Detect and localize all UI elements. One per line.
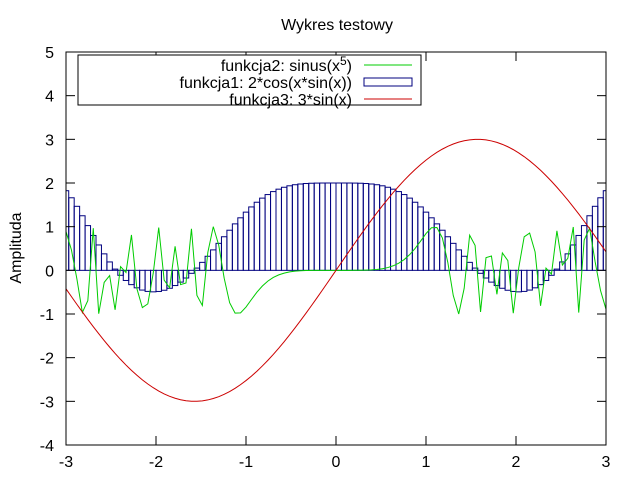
- series-2-box: [428, 217, 435, 271]
- series-2-box: [106, 261, 113, 271]
- series-2-box: [553, 268, 561, 271]
- legend-label-1: funkcja2: sinus(x5): [221, 54, 352, 75]
- series-2-box: [237, 217, 244, 271]
- series-2-box: [111, 268, 119, 271]
- y-tick-label: -1: [40, 307, 54, 324]
- series-2-box: [248, 206, 255, 271]
- series-2-box: [324, 182, 332, 271]
- y-tick-label: -3: [40, 394, 54, 411]
- series-2-box: [499, 269, 506, 289]
- y-tick-label: 0: [45, 263, 54, 280]
- series-2-box: [280, 186, 288, 271]
- series-2-box: [264, 194, 272, 271]
- series-2-box: [84, 225, 92, 271]
- series-2-box: [471, 267, 479, 271]
- series-3-line: [66, 138, 606, 402]
- series-2-box: [139, 269, 146, 291]
- series-2-box: [259, 197, 266, 271]
- series-2-box: [466, 261, 473, 271]
- legend-label-3: funkcja3: 3*sin(x): [229, 92, 352, 109]
- series-2-box: [286, 185, 293, 271]
- series-2-box: [117, 269, 124, 276]
- series-2-box: [73, 205, 81, 271]
- x-tick-label: 1: [422, 454, 431, 471]
- y-tick-label: 2: [45, 176, 54, 193]
- legend-swatch-2: [363, 77, 413, 87]
- series-2-box: [95, 244, 102, 271]
- series-2-box: [330, 182, 337, 271]
- series-2-box: [422, 211, 430, 271]
- series-2-box: [100, 253, 108, 271]
- series-2-boxes: [66, 182, 606, 293]
- series-2-box: [275, 188, 282, 271]
- series-2-box: [346, 182, 353, 271]
- y-tick-label: 3: [45, 132, 54, 149]
- series-2-box: [597, 197, 604, 271]
- series-2-box: [351, 182, 359, 271]
- axis-ticks: -3 -2 -1 0 1 2 3 -4 -3 -2 -1 0 1 2 3 4 5: [40, 45, 611, 471]
- y-tick-label: -2: [40, 351, 54, 368]
- series-2-box: [357, 182, 364, 271]
- series-2-box: [586, 215, 593, 271]
- series-2-box: [477, 269, 484, 274]
- series-2-box: [188, 269, 195, 274]
- series-2-box: [253, 201, 261, 271]
- series-2-box: [182, 269, 190, 279]
- series-2-box: [395, 191, 402, 271]
- series-2-box: [155, 269, 162, 292]
- series-2-box: [128, 269, 135, 286]
- series-2-box: [340, 182, 348, 271]
- series-2-box: [368, 183, 375, 271]
- series-2-box: [144, 269, 152, 292]
- series-2-box: [291, 184, 299, 271]
- series-2-box: [411, 201, 419, 271]
- series-2-box: [379, 185, 386, 271]
- x-tick-label: -1: [239, 454, 253, 471]
- series-2-box: [199, 261, 206, 271]
- x-tick-label: 0: [332, 454, 341, 471]
- series-2-box: [313, 182, 321, 271]
- y-axis-label: Amplituda: [8, 212, 25, 283]
- series-2-box: [406, 197, 413, 271]
- series-2-box: [242, 211, 250, 271]
- series-2-box: [231, 223, 239, 271]
- series-2-box: [226, 229, 233, 271]
- series-2-box: [308, 182, 315, 271]
- series-2-box: [526, 269, 533, 291]
- series-2-box: [510, 269, 517, 292]
- series-2-box: [373, 184, 381, 271]
- series-2-box: [335, 182, 342, 271]
- y-tick-label: -4: [40, 438, 54, 455]
- legend-label-2: funkcja1: 2*cos(x*sin(x)): [180, 75, 353, 92]
- x-tick-label: -2: [149, 454, 163, 471]
- series-2-box: [302, 183, 310, 271]
- series-2-box: [297, 183, 304, 271]
- series-2-box: [439, 229, 446, 271]
- series-2-box: [270, 191, 277, 271]
- x-tick-label: -3: [59, 454, 73, 471]
- series-2-box: [575, 234, 582, 271]
- x-tick-label: 2: [512, 454, 521, 471]
- series-layer: [66, 138, 606, 402]
- series-2-box: [79, 215, 86, 271]
- y-tick-label: 4: [45, 89, 54, 106]
- series-2-box: [455, 249, 462, 271]
- y-tick-label: 1: [45, 220, 54, 237]
- series-2-box: [319, 182, 326, 271]
- series-2-box: [450, 242, 457, 271]
- series-2-box: [210, 249, 217, 271]
- legend: funkcja2: sinus(x5)funkcja1: 2*cos(x*sin…: [77, 54, 422, 109]
- series-2-box: [171, 269, 179, 287]
- series-2-box: [520, 269, 528, 292]
- series-2-box: [390, 188, 397, 271]
- x-tick-label: 3: [602, 454, 611, 471]
- chart-title: Wykres testowy: [281, 17, 393, 34]
- y-tick-label: 5: [45, 45, 54, 62]
